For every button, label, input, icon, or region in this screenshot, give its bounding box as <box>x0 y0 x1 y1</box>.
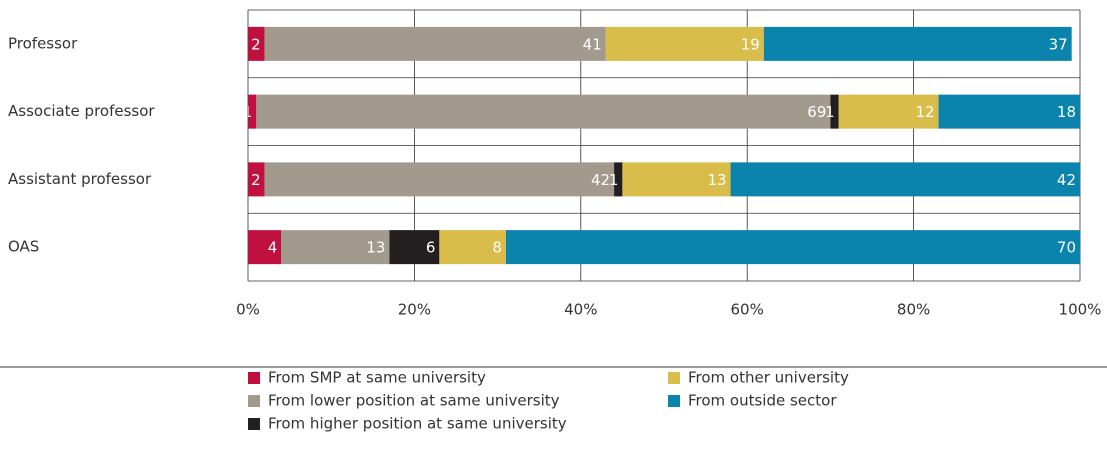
value-label: 69 <box>807 103 826 121</box>
bar-segment <box>505 230 1080 265</box>
bars: 2 41 19 371 691 12 182 421 13 424 13 6 8 70 <box>243 26 1080 265</box>
legend-label: From higher position at same university <box>268 415 567 433</box>
value-label: 8 <box>492 239 502 257</box>
legend-swatch <box>248 372 260 384</box>
value-label: 4 <box>268 239 278 257</box>
x-tick-label: 0% <box>236 301 260 319</box>
value-label: 41 <box>583 35 602 53</box>
value-label: 1 <box>825 103 835 121</box>
bar-segment <box>389 230 440 265</box>
x-tick-label: 40% <box>564 301 597 319</box>
legend-label: From other university <box>688 369 849 387</box>
value-label: 1 <box>609 171 619 189</box>
bar-segment <box>248 26 265 61</box>
value-label: 70 <box>1057 239 1076 257</box>
x-tick-label: 80% <box>897 301 930 319</box>
value-label: 42 <box>591 171 610 189</box>
value-label: 2 <box>251 171 261 189</box>
bar-segment <box>248 230 282 265</box>
legend-swatch <box>668 372 680 384</box>
legend-label: From SMP at same university <box>268 369 486 387</box>
bar-segment <box>248 162 265 197</box>
value-label: 2 <box>251 35 261 53</box>
value-label: 13 <box>707 171 726 189</box>
value-label: 1 <box>243 103 253 121</box>
bar-segment <box>730 162 1080 197</box>
bar-segment <box>622 162 731 197</box>
category-label: Professor <box>8 34 78 52</box>
bar-segment <box>264 162 615 197</box>
value-label: 42 <box>1057 171 1076 189</box>
bar-segment <box>256 94 831 129</box>
value-label: 19 <box>741 35 760 53</box>
legend-swatch <box>248 395 260 407</box>
bar-segment <box>264 26 606 61</box>
legend-label: From outside sector <box>688 392 837 410</box>
category-label: Associate professor <box>8 102 155 120</box>
bar-segment <box>605 26 764 61</box>
bar-segment <box>938 94 1080 129</box>
x-tick-label: 60% <box>731 301 764 319</box>
value-label: 6 <box>426 239 436 257</box>
bar-segment <box>281 230 390 265</box>
category-label: OAS <box>8 238 39 256</box>
category-label: Assistant professor <box>8 170 152 188</box>
x-tick-label: 100% <box>1059 301 1102 319</box>
legend-swatch <box>668 395 680 407</box>
bar-segment <box>763 26 1072 61</box>
value-label: 13 <box>366 239 385 257</box>
bar-segment <box>439 230 506 265</box>
bar-segment <box>838 94 939 129</box>
value-label: 37 <box>1049 35 1068 53</box>
legend-swatch <box>248 418 260 430</box>
value-label: 18 <box>1057 103 1076 121</box>
value-label: 12 <box>915 103 934 121</box>
bar-segment <box>248 94 257 129</box>
bar-segment <box>830 94 839 129</box>
legend-label: From lower position at same university <box>268 392 560 410</box>
bar-segment <box>614 162 623 197</box>
x-tick-label: 20% <box>398 301 431 319</box>
